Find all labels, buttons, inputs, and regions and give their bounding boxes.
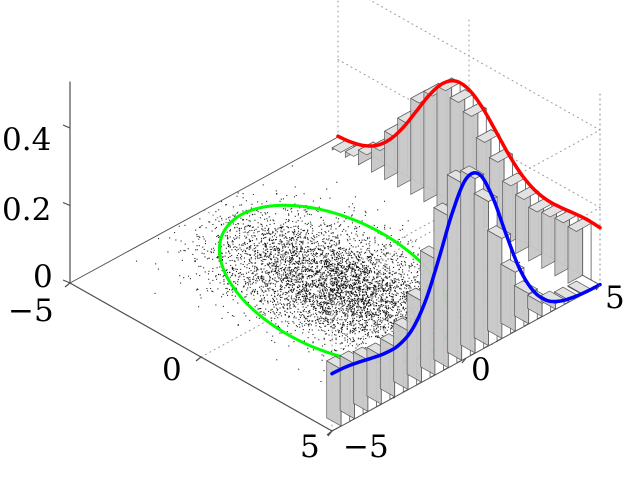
marginal-density-x-curve — [336, 79, 602, 230]
x-tick-label-0: 0 — [162, 352, 182, 388]
x-tick-label-5: 5 — [300, 429, 320, 465]
tick-marks-group — [62, 124, 601, 437]
x-tick-label-neg5: −5 — [8, 293, 54, 329]
y-tick-label-0: 0 — [471, 352, 491, 388]
z-tick-label-0: 0 — [33, 259, 53, 295]
y-tick-label-neg5: −5 — [343, 429, 389, 465]
y-tick-label-5: 5 — [605, 280, 625, 316]
z-tick-label-0.4: 0.4 — [2, 122, 52, 158]
z-tick-label-0.2: 0.2 — [2, 192, 52, 228]
marginal-density-y-curve — [330, 171, 602, 376]
